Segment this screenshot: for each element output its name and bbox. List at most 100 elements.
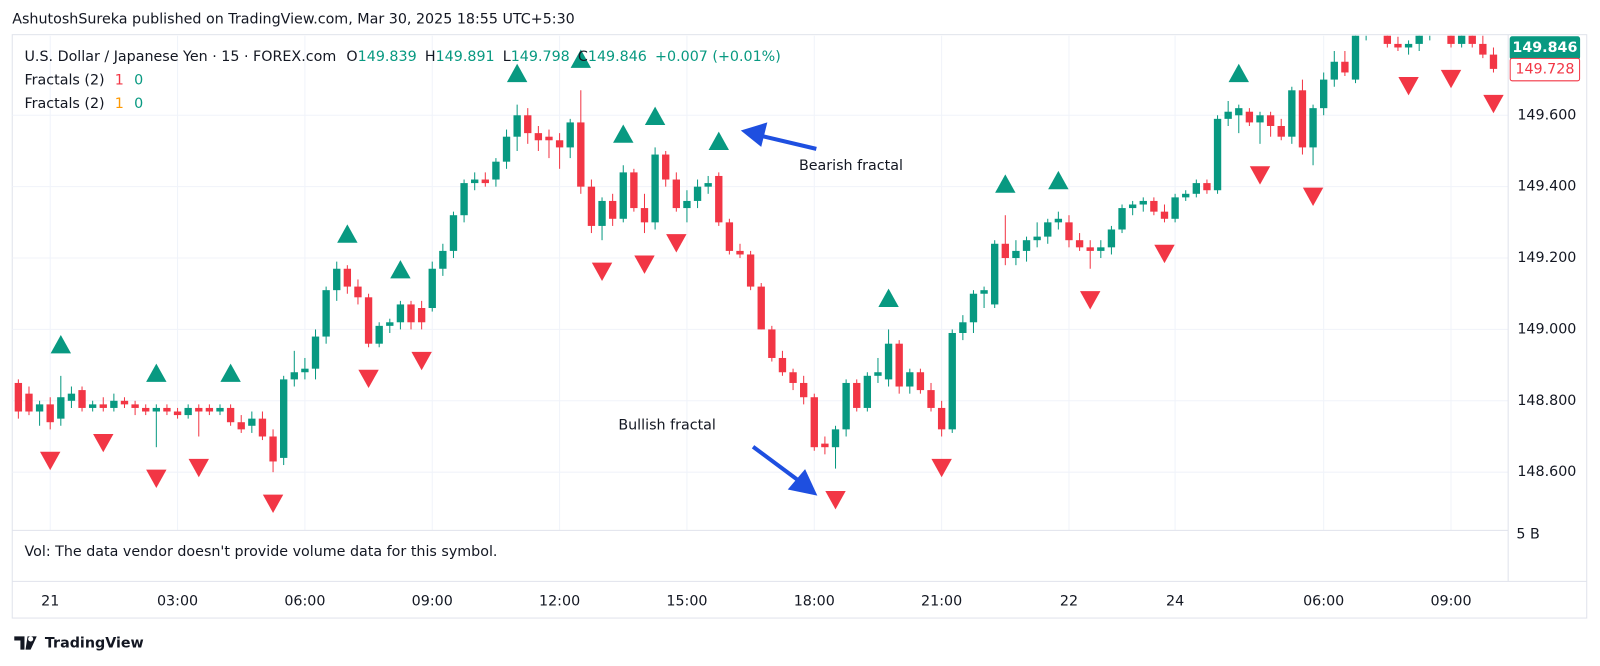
candle-body [131,404,139,408]
publisher-line: AshutoshSureka published on TradingView.… [12,11,575,27]
candle-body [142,407,150,412]
change: +0.007 (+0.01%) [655,49,781,65]
candle-body [640,208,649,223]
bearish-fractal [644,106,666,125]
candle-body [237,422,245,430]
candle-body [736,250,744,255]
candle-body [619,172,627,219]
candle-body [1086,247,1094,251]
bearish-fractal [50,335,72,354]
x-tick-label: 18:00 [794,594,835,610]
candle-body [99,404,107,408]
candle-body [1160,211,1169,219]
candle-body [853,382,861,408]
candle-body [1277,125,1285,137]
candle-body [364,297,373,344]
candle-body [290,372,298,380]
candle-body [280,379,288,458]
bearish-fractal [995,174,1016,193]
indicator-name: Fractals (2) [24,96,104,112]
candle-body [57,397,65,419]
candle-body [906,372,914,387]
candle-body [863,375,872,408]
bearish-fractal [708,131,729,150]
x-tick-label: 24 [1166,594,1184,610]
candle-body [1192,183,1200,194]
bullish-fractal [188,458,209,478]
bullish-fractal [146,469,167,488]
candle-body [502,136,511,162]
price-badge [1509,57,1581,82]
candle-body [555,140,564,148]
candle-body [800,382,808,398]
bullish-fractal [1080,291,1101,310]
candle-body [428,268,436,309]
legend-symbol: U.S. Dollar / Japanese Yen · 15 · FOREX.… [24,49,780,65]
candle-body [1426,22,1433,33]
candle-body [1266,115,1275,126]
candle-body [683,200,691,209]
ohlc-label: C [578,49,588,65]
bullish-fractal [93,433,114,453]
candle-body [630,172,638,209]
candle-body [163,407,171,412]
candle-body [1404,43,1413,48]
candle-body [1288,90,1296,137]
indicator-value: 0 [134,73,143,89]
x-tick-label: 03:00 [157,594,198,610]
candle-body [1437,22,1444,29]
candle-body [937,407,946,430]
candle-body [333,268,341,291]
candle-body [417,308,426,323]
x-tick-label: 06:00 [1303,594,1344,610]
bearish-fractal [337,224,358,243]
candle-body [980,290,988,294]
bullish-fractal [411,351,432,371]
candle-body [884,343,893,380]
x-tick-label: 21:00 [921,594,962,610]
candle-body [25,393,33,412]
x-tick-label: 22 [1060,594,1078,610]
candle-body [1415,35,1423,44]
candle-body [1012,250,1020,259]
candle-body [746,254,755,287]
bullish-fractal [1440,69,1462,89]
candle-body [1033,236,1041,241]
candle-body [375,325,383,344]
candle-body [1044,222,1052,237]
bearish-fractal [878,288,899,307]
x-tick-label: 15:00 [666,594,707,610]
candle-body [1394,43,1402,48]
bullish-fractal [40,451,61,471]
candle-body [1235,108,1243,116]
indicator-value: 1 [115,96,124,112]
candle-body [577,122,585,187]
candle-body [566,122,574,148]
candle-body [1171,197,1179,219]
candle-body [248,418,256,426]
candle-body [1309,108,1317,148]
candle-body [216,407,224,412]
candle-body [1256,115,1264,123]
candle-body [322,290,330,337]
candle-body [195,407,203,412]
bullish-fractal [1302,187,1324,207]
candle-body [110,400,118,408]
candle-body [343,268,352,287]
candle-body [386,322,394,326]
candle-body [460,183,468,216]
candle-body [704,183,712,187]
candle-body [1489,54,1498,69]
volume-note: Vol: The data vendor doesn't provide vol… [24,544,497,560]
candle-body [778,357,787,373]
bullish-fractal [1154,244,1175,264]
bearish-fractal [220,363,241,382]
candle-body [969,293,978,323]
x-tick-label: 06:00 [284,594,325,610]
candle-body [948,332,956,430]
x-tick-label: 12:00 [539,594,580,610]
candle-body [35,404,44,412]
candle-body [1097,247,1105,251]
ohlc-value: 149.891 [436,49,495,65]
indicator-legend: Fractals (2) 1 0 [24,96,143,112]
